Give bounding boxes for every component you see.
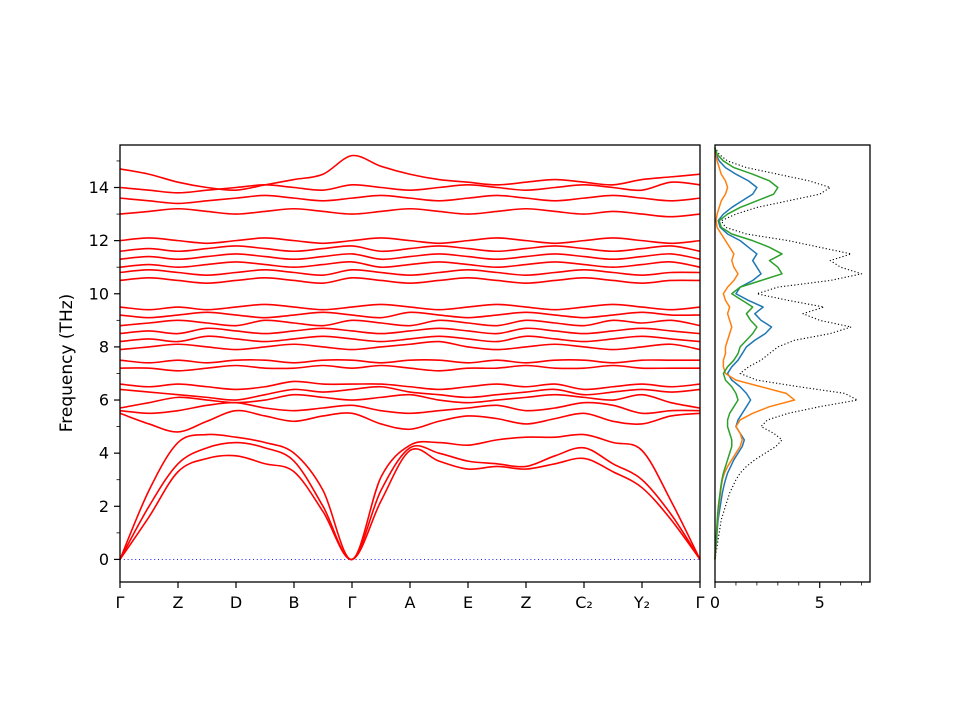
y-tick-label: 6 <box>99 391 109 410</box>
y-tick-label: 2 <box>99 497 109 516</box>
k-point-label: B <box>289 593 300 612</box>
phonon-band <box>119 335 701 343</box>
phonon-band <box>119 380 701 391</box>
y-tick-label: 4 <box>99 444 109 463</box>
dos-x-tick-label: 0 <box>710 593 720 612</box>
phonon-band <box>119 409 701 433</box>
k-point-label: C₂ <box>575 593 593 612</box>
k-point-label: Γ <box>116 593 125 612</box>
phonon-band <box>119 359 700 364</box>
phonon-band <box>119 311 701 319</box>
k-point-label: E <box>463 593 473 612</box>
phonon-band <box>119 327 701 335</box>
phonon-band <box>119 303 701 311</box>
phonon-band <box>119 319 701 327</box>
phonon-band <box>119 154 701 192</box>
y-tick-label: 0 <box>99 550 109 569</box>
dos-curve-pdos-orange <box>714 147 796 560</box>
phonon-band <box>119 245 701 253</box>
k-point-label: Z <box>173 593 184 612</box>
phonon-band <box>119 448 701 561</box>
phonon-band <box>119 364 700 372</box>
y-axis-label: Frequency (THz) <box>57 294 77 433</box>
phonon-band <box>119 261 701 269</box>
phonon-band <box>119 237 701 245</box>
y-tick-label: 10 <box>89 284 109 303</box>
band-structure-panel: 0 2 4 6 8 10 12 14 Γ Z D B Γ A E Z C₂ Y₂ Γ <box>89 144 705 612</box>
k-point-label: Y₂ <box>633 593 650 612</box>
phonon-band <box>119 385 701 401</box>
phonon-band <box>119 253 701 261</box>
dos-axes-frame <box>714 144 871 583</box>
phonon-band <box>119 276 701 284</box>
k-point-label: Z <box>521 593 532 612</box>
y-tick-label: 14 <box>89 178 109 197</box>
phonon-band <box>119 340 701 351</box>
dos-curve-pdos-green <box>714 147 783 560</box>
phonon-band <box>119 194 701 205</box>
dos-x-tick-label: 5 <box>815 593 825 612</box>
phonon-band <box>119 269 701 277</box>
phonon-band <box>119 441 701 561</box>
phonon-band <box>119 401 701 415</box>
k-point-label: Γ <box>348 593 357 612</box>
y-tick-label: 12 <box>89 231 109 250</box>
phonon-band <box>119 207 701 218</box>
k-point-label: D <box>230 593 242 612</box>
y-tick-label: 8 <box>99 337 109 356</box>
dos-curve-pdos-blue <box>714 147 773 560</box>
phonon-band <box>119 393 701 409</box>
phonon-band <box>119 433 701 561</box>
k-point-label: A <box>405 593 416 612</box>
k-point-label: Γ <box>696 593 705 612</box>
